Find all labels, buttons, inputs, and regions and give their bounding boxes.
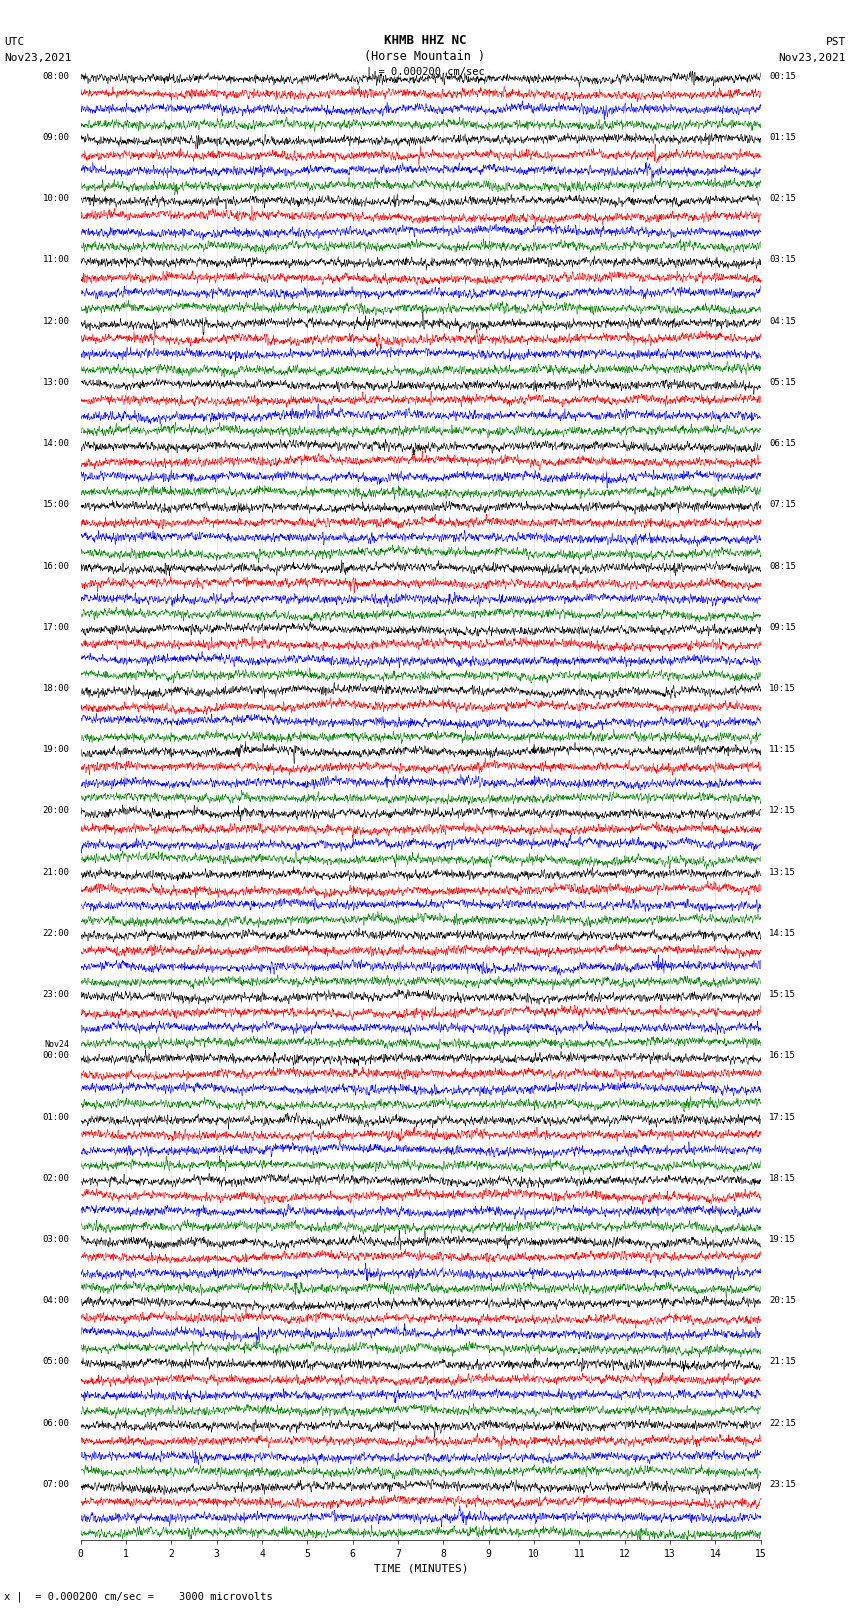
Text: Nov23,2021: Nov23,2021 — [4, 53, 71, 63]
Text: 05:00: 05:00 — [42, 1358, 70, 1366]
Text: 06:00: 06:00 — [42, 1419, 70, 1428]
Text: 09:00: 09:00 — [42, 132, 70, 142]
Text: Nov24: Nov24 — [44, 1040, 70, 1048]
Text: 08:15: 08:15 — [769, 561, 796, 571]
Text: 00:00: 00:00 — [42, 1052, 70, 1060]
Text: 22:00: 22:00 — [42, 929, 70, 937]
Text: 23:00: 23:00 — [42, 990, 70, 998]
Text: 11:15: 11:15 — [769, 745, 796, 755]
Text: 14:00: 14:00 — [42, 439, 70, 448]
Text: 21:00: 21:00 — [42, 868, 70, 877]
Text: Nov23,2021: Nov23,2021 — [779, 53, 846, 63]
Text: x |  = 0.000200 cm/sec =    3000 microvolts: x | = 0.000200 cm/sec = 3000 microvolts — [4, 1592, 273, 1602]
Text: 18:00: 18:00 — [42, 684, 70, 694]
Text: 03:15: 03:15 — [769, 255, 796, 265]
Text: 21:15: 21:15 — [769, 1358, 796, 1366]
Text: 04:15: 04:15 — [769, 316, 796, 326]
Text: 12:15: 12:15 — [769, 806, 796, 816]
Text: 22:15: 22:15 — [769, 1419, 796, 1428]
X-axis label: TIME (MINUTES): TIME (MINUTES) — [373, 1563, 468, 1574]
Text: 14:15: 14:15 — [769, 929, 796, 937]
Text: KHMB HHZ NC: KHMB HHZ NC — [383, 34, 467, 47]
Text: 16:15: 16:15 — [769, 1052, 796, 1060]
Text: 08:00: 08:00 — [42, 71, 70, 81]
Text: 17:15: 17:15 — [769, 1113, 796, 1121]
Text: UTC: UTC — [4, 37, 25, 47]
Text: 10:15: 10:15 — [769, 684, 796, 694]
Text: 20:15: 20:15 — [769, 1297, 796, 1305]
Text: | = 0.000200 cm/sec: | = 0.000200 cm/sec — [366, 66, 484, 77]
Text: 13:00: 13:00 — [42, 377, 70, 387]
Text: PST: PST — [825, 37, 846, 47]
Text: 01:15: 01:15 — [769, 132, 796, 142]
Text: 02:00: 02:00 — [42, 1174, 70, 1182]
Text: 19:15: 19:15 — [769, 1236, 796, 1244]
Text: 07:15: 07:15 — [769, 500, 796, 510]
Text: 16:00: 16:00 — [42, 561, 70, 571]
Text: 13:15: 13:15 — [769, 868, 796, 877]
Text: 15:15: 15:15 — [769, 990, 796, 998]
Text: 07:00: 07:00 — [42, 1481, 70, 1489]
Text: 09:15: 09:15 — [769, 623, 796, 632]
Text: 00:15: 00:15 — [769, 71, 796, 81]
Text: 06:15: 06:15 — [769, 439, 796, 448]
Text: 11:00: 11:00 — [42, 255, 70, 265]
Text: 19:00: 19:00 — [42, 745, 70, 755]
Text: 03:00: 03:00 — [42, 1236, 70, 1244]
Text: 20:00: 20:00 — [42, 806, 70, 816]
Text: 04:00: 04:00 — [42, 1297, 70, 1305]
Text: 05:15: 05:15 — [769, 377, 796, 387]
Text: 18:15: 18:15 — [769, 1174, 796, 1182]
Text: 15:00: 15:00 — [42, 500, 70, 510]
Text: 23:15: 23:15 — [769, 1481, 796, 1489]
Text: 12:00: 12:00 — [42, 316, 70, 326]
Text: 17:00: 17:00 — [42, 623, 70, 632]
Text: 10:00: 10:00 — [42, 194, 70, 203]
Text: (Horse Mountain ): (Horse Mountain ) — [365, 50, 485, 63]
Text: 01:00: 01:00 — [42, 1113, 70, 1121]
Text: 02:15: 02:15 — [769, 194, 796, 203]
